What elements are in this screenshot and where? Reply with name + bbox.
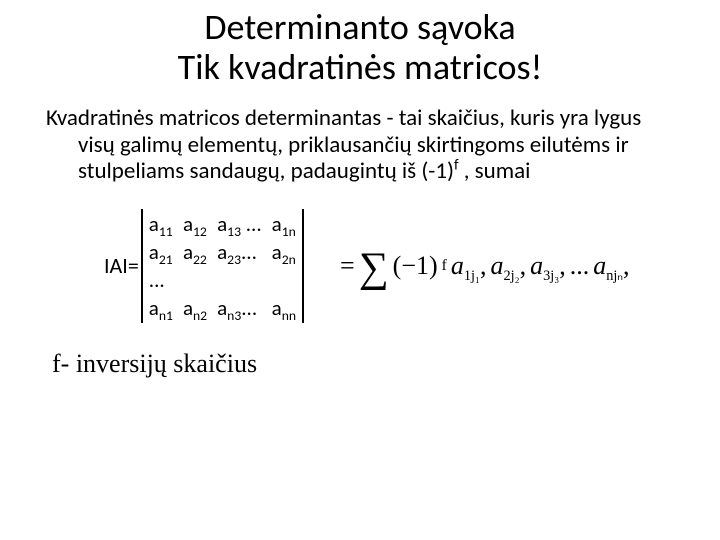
definition-paragraph: Kvadratinės matricos determinantas - tai… (72, 105, 680, 184)
sigma-icon: ∑ (359, 256, 389, 281)
cell-1n: a1n (272, 211, 296, 237)
determinant-label: IAI= (104, 252, 139, 279)
cell-11: a11 (149, 211, 173, 237)
matrix-grid: a11 a12 a13 ... a1n a21 a22 a23... a2n .… (143, 209, 302, 323)
cell-n2: an2 (183, 295, 207, 321)
determinant-bars: a11 a12 a13 ... a1n a21 a22 a23... a2n .… (141, 209, 304, 323)
paragraph-main: Kvadratinės matricos determinantas - tai… (46, 104, 641, 185)
cell-12: a12 (183, 211, 207, 237)
determinant-block: IAI= a11 a12 a13 ... a1n a21 a22 a23... … (104, 209, 304, 323)
equals-sign: = (340, 251, 355, 281)
paragraph-tail: , sumai (459, 157, 531, 185)
cell-22: a22 (183, 239, 207, 265)
cell-2n: a2n (272, 239, 296, 265)
cell-21: a21 (149, 239, 173, 265)
cell-n1: an1 (149, 295, 173, 321)
footnote-text: f- inversijų skaičius (52, 349, 680, 379)
term-2: a2j₂, (490, 251, 526, 281)
slide: Determinanto sąvoka Tik kvadratinės matr… (0, 0, 720, 540)
term-1: a1j₁, (451, 251, 487, 281)
slide-title: Determinanto sąvoka Tik kvadratinės matr… (40, 8, 680, 87)
cell-n3: an3... (217, 295, 262, 321)
cell-23: a23... (217, 239, 262, 265)
matrix-and-formula-row: IAI= a11 a12 a13 ... a1n a21 a22 a23... … (104, 209, 680, 323)
row-dots: ... (149, 267, 173, 293)
title-line-1: Determinanto sąvoka (204, 5, 515, 49)
sum-formula: = ∑ (−1)f a1j₁, a2j₂, a3j₃, ... anjₙ, (340, 251, 629, 281)
term-dots: ... (570, 251, 590, 281)
title-line-2: Tik kvadratinės matricos! (178, 45, 543, 89)
cell-13: a13 ... (217, 211, 262, 237)
neg-one: (−1) (393, 251, 438, 281)
term-n: anjₙ, (593, 251, 629, 281)
cell-nn: ann (272, 295, 296, 321)
term-3: a3j₃, (530, 251, 566, 281)
right-bar (302, 209, 304, 323)
